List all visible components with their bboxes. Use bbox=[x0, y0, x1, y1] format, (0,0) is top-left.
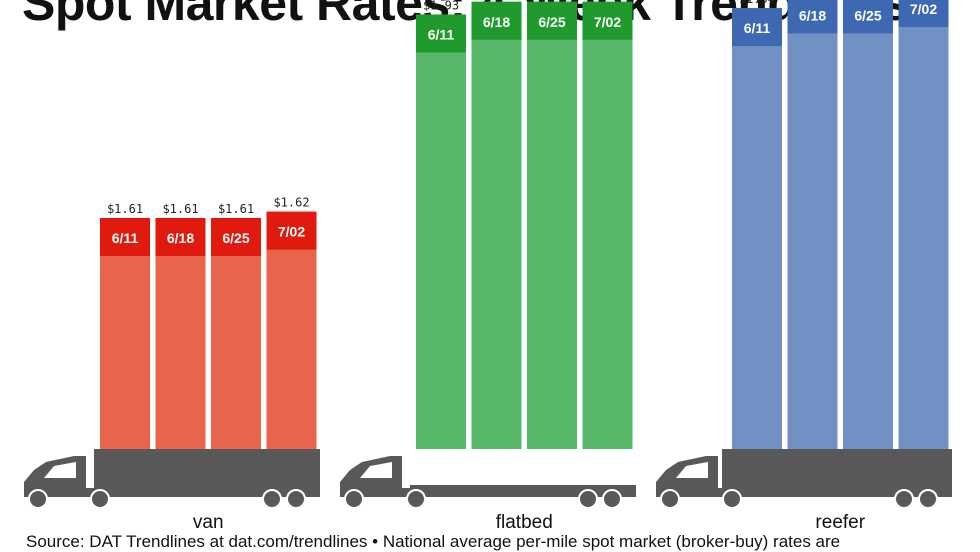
bar-header-reefer-3 bbox=[898, 0, 949, 28]
bar-header-van-3 bbox=[266, 211, 317, 250]
wheel-reefer-2 bbox=[894, 489, 914, 509]
week-label-van-3: 7/02 bbox=[278, 224, 305, 240]
bar-reefer-3 bbox=[898, 0, 949, 449]
wheel-reefer-3 bbox=[918, 489, 938, 509]
group-reefer: 6/11$1.946/18$1.966/25$1.967/02$1.97reef… bbox=[656, 0, 952, 533]
week-label-flatbed-3: 7/02 bbox=[594, 14, 621, 30]
cab-window-van bbox=[44, 462, 76, 478]
week-label-reefer-2: 6/25 bbox=[854, 7, 881, 23]
bar-reefer-0 bbox=[732, 8, 782, 450]
hitch-van bbox=[86, 488, 94, 497]
week-label-flatbed-1: 6/18 bbox=[483, 14, 510, 30]
bar-header-reefer-2 bbox=[843, 0, 893, 34]
bar-header-reefer-1 bbox=[787, 0, 838, 34]
bar-header-flatbed-3 bbox=[582, 1, 633, 40]
cab-window-reefer bbox=[676, 462, 708, 478]
price-label-van-3: $1.62 bbox=[273, 196, 309, 210]
bar-flatbed-3 bbox=[582, 1, 633, 449]
bar-flatbed-2 bbox=[527, 1, 577, 449]
bar-header-van-1 bbox=[155, 218, 206, 256]
wheel-reefer-0 bbox=[660, 489, 680, 509]
week-label-reefer-1: 6/18 bbox=[799, 7, 826, 23]
trailer-van bbox=[94, 449, 320, 497]
bar-header-van-0 bbox=[100, 218, 150, 256]
category-label-flatbed: flatbed bbox=[496, 512, 553, 533]
wheel-van-3 bbox=[286, 489, 306, 509]
bar-van-0 bbox=[100, 218, 150, 449]
week-label-van-0: 6/11 bbox=[112, 230, 139, 246]
week-label-reefer-0: 6/11 bbox=[744, 20, 771, 36]
week-label-van-2: 6/25 bbox=[222, 230, 249, 246]
bar-van-1 bbox=[155, 218, 206, 449]
trailer-reefer bbox=[722, 449, 952, 497]
bar-header-van-2 bbox=[211, 218, 261, 256]
price-label-van-2: $1.61 bbox=[218, 202, 254, 216]
group-van: 6/11 $1.61 6/18 $1.61 6/25 $1.61 7/02 $1.62 van bbox=[24, 196, 320, 533]
cab-window-flatbed bbox=[360, 462, 392, 478]
week-label-flatbed-2: 6/25 bbox=[538, 14, 565, 30]
price-label-van-0: $1.61 bbox=[107, 202, 143, 216]
week-label-reefer-3: 7/02 bbox=[910, 1, 937, 17]
week-label-van-1: 6/18 bbox=[167, 230, 194, 246]
wheel-flatbed-2 bbox=[578, 489, 598, 509]
trailer-flatbed bbox=[410, 485, 636, 497]
wheel-flatbed-3 bbox=[602, 489, 622, 509]
category-label-van: van bbox=[193, 512, 224, 533]
hitch-reefer bbox=[718, 488, 722, 497]
wheel-van-1 bbox=[90, 489, 110, 509]
bar-header-flatbed-2 bbox=[527, 1, 577, 40]
wheel-reefer-1 bbox=[722, 489, 742, 509]
bar-flatbed-0 bbox=[416, 14, 466, 449]
price-label-flatbed-0: $1.93 bbox=[423, 0, 459, 12]
wheel-van-2 bbox=[262, 489, 282, 509]
group-flatbed: 6/11$1.936/18$1.956/25$1.957/02$1.95flat… bbox=[340, 0, 636, 533]
wheel-flatbed-0 bbox=[344, 489, 364, 509]
bar-reefer-1 bbox=[787, 0, 838, 450]
wheel-flatbed-1 bbox=[406, 489, 426, 509]
source-note: Source: DAT Trendlines at dat.com/trendl… bbox=[26, 532, 841, 551]
bar-header-flatbed-0 bbox=[416, 14, 466, 53]
bar-van-3 bbox=[266, 211, 317, 449]
category-label-reefer: reefer bbox=[815, 512, 865, 533]
week-label-flatbed-0: 6/11 bbox=[428, 26, 455, 42]
bar-flatbed-1 bbox=[471, 1, 522, 449]
bar-header-flatbed-1 bbox=[471, 1, 522, 40]
price-label-van-1: $1.61 bbox=[162, 202, 198, 216]
price-label-reefer-0: $1.94 bbox=[739, 0, 775, 6]
bar-van-2 bbox=[211, 218, 261, 449]
bar-header-reefer-0 bbox=[732, 8, 782, 47]
hitch-flatbed bbox=[402, 488, 410, 497]
wheel-van-0 bbox=[28, 489, 48, 509]
bar-reefer-2 bbox=[843, 0, 893, 450]
